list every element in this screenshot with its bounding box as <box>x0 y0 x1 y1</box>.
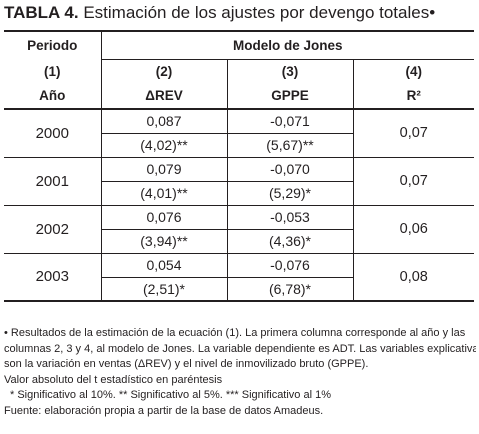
year-cell: 2003 <box>4 253 102 302</box>
col-label-ano: Año <box>4 83 102 110</box>
table-notes: • Resultados de la estimación de la ecua… <box>4 326 476 419</box>
gppe-t-stat: (6,78)* <box>227 277 354 302</box>
header-periodo: Periodo <box>4 30 102 59</box>
note-line-2: columnas 2, 3 y 4, al modelo de Jones. L… <box>4 342 476 355</box>
col-number-2: (2) <box>101 59 228 83</box>
table-title: TABLA 4. Estimación de los ajustes por d… <box>4 2 476 24</box>
rev-t-stat: (4,02)** <box>101 133 228 158</box>
note-line-significance: * Significativo al 10%. ** Significativo… <box>10 389 331 401</box>
results-table: Periodo Modelo de Jones (1) (2) (3) (4) … <box>4 30 475 302</box>
r2-cell: 0,07 <box>353 157 475 206</box>
table-row: 2003 0,054 -0,076 0,08 <box>4 253 475 302</box>
table-caption: Estimación de los ajustes por devengo to… <box>83 3 430 22</box>
rev-coef: 0,079 <box>101 157 228 182</box>
rev-t-stat: (2,51)* <box>101 277 228 302</box>
rev-coef: 0,076 <box>101 205 228 230</box>
col-number-4: (4) <box>405 63 423 79</box>
gppe-coef: -0,053 <box>227 205 354 230</box>
year-cell: 2000 <box>4 109 102 158</box>
rev-coef: 0,087 <box>101 109 228 134</box>
col-number-3: (3) <box>227 59 354 83</box>
rev-t-stat: (3,94)** <box>101 229 228 254</box>
gppe-t-stat: (5,67)** <box>227 133 354 158</box>
table-row: 2000 0,087 -0,071 0,07 <box>4 109 475 158</box>
col-label-r2: R² <box>353 83 475 110</box>
year-cell: 2001 <box>4 157 102 206</box>
rev-t-stat: (4,01)** <box>101 181 228 206</box>
col-label-rev: ΔREV <box>101 83 228 110</box>
table-row: 2001 0,079 -0,070 0,07 <box>4 157 475 206</box>
gppe-t-stat: (4,36)* <box>227 229 354 254</box>
table-row: 2002 0,076 -0,053 0,06 <box>4 205 475 254</box>
r2-cell: 0,06 <box>353 205 475 254</box>
gppe-coef: -0,070 <box>227 157 354 182</box>
gppe-t-stat: (5,29)* <box>227 181 354 206</box>
gppe-coef: -0,071 <box>227 109 354 134</box>
r2-cell: 0,08 <box>353 253 475 302</box>
note-line-3: son la variación en ventas (ΔREV) y el n… <box>4 358 369 370</box>
table-number: TABLA 4. <box>4 3 79 22</box>
note-line-source: Fuente: elaboración propia a partir de l… <box>4 404 324 417</box>
col-number-1: (1) <box>4 59 102 83</box>
note-line-1: • Resultados de la estimación de la ecua… <box>4 327 466 339</box>
gppe-coef: -0,076 <box>227 253 354 278</box>
r2-cell: 0,07 <box>353 109 475 158</box>
rev-coef: 0,054 <box>101 253 228 278</box>
header-modelo-jones: Modelo de Jones <box>101 30 475 60</box>
note-line-4: Valor absoluto del t estadístico en paré… <box>4 373 223 386</box>
year-cell: 2002 <box>4 205 102 254</box>
footnote-marker: • <box>429 3 436 22</box>
col-label-gppe: GPPE <box>227 83 354 110</box>
